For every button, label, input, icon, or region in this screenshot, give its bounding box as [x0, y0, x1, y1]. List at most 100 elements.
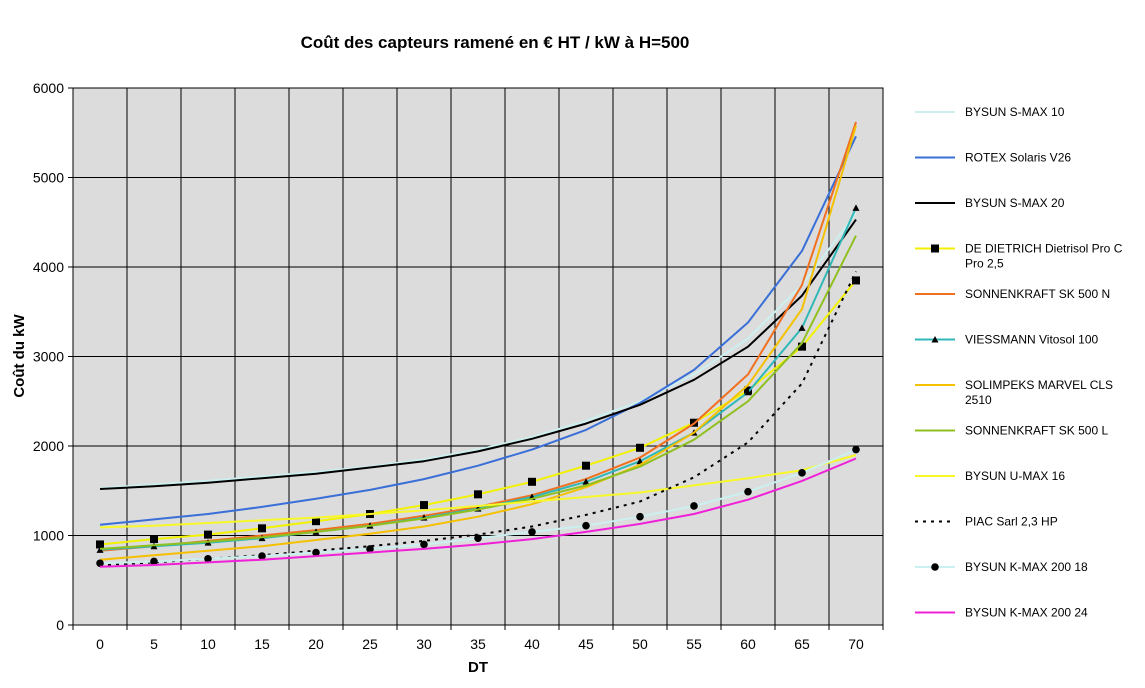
- x-tick-label: 5: [150, 636, 158, 652]
- series-line: [99, 235, 857, 550]
- x-tick-label: 15: [254, 636, 270, 652]
- legend: BYSUN S-MAX 10 ROTEX Solaris V26 BYSUN S-M…: [915, 105, 1123, 620]
- legend-label: BYSUN K-MAX 200 18: [965, 560, 1088, 574]
- series-sonnenkraft-sk-500-l: [99, 235, 857, 550]
- y-tick-label: 0: [56, 617, 64, 633]
- series-bysun-k-max-200-18: [96, 445, 860, 568]
- data-point-square: [204, 530, 212, 539]
- data-point-square: [798, 342, 806, 351]
- legend-label: BYSUN S-MAX 10: [965, 105, 1065, 119]
- series-line: [99, 125, 857, 561]
- data-point-square: [96, 540, 104, 549]
- data-point-triangle: [852, 204, 860, 211]
- y-tick-label: 3000: [33, 349, 64, 365]
- legend-label: 2510: [965, 393, 992, 407]
- x-tick-label: 0: [96, 636, 104, 652]
- data-point-square: [528, 477, 536, 486]
- legend-label: VIESSMANN Vitosol 100: [965, 333, 1098, 347]
- data-point-circle: [931, 563, 939, 571]
- x-tick-label: 10: [200, 636, 216, 652]
- data-point-square: [420, 501, 428, 510]
- legend-item: SONNENKRAFT SK 500 N: [915, 287, 1110, 301]
- data-point-square: [258, 524, 266, 533]
- legend-label: PIAC Sarl 2,3 HP: [965, 515, 1058, 529]
- legend-item: VIESSMANN Vitosol 100: [915, 333, 1098, 347]
- data-point-square: [312, 517, 320, 526]
- x-tick-label: 25: [362, 636, 378, 652]
- legend-item: ROTEX Solaris V26: [915, 151, 1071, 165]
- y-tick-label: 1000: [33, 528, 64, 544]
- legend-item: BYSUN S-MAX 20: [915, 196, 1065, 210]
- data-point-circle: [420, 540, 428, 549]
- series-bysun-u-max-16: [99, 454, 857, 529]
- series-bysun-k-max-200-24: [99, 457, 857, 568]
- series-line: [99, 457, 857, 568]
- data-point-circle: [258, 552, 266, 560]
- data-point-circle: [96, 559, 104, 568]
- data-point-circle: [204, 554, 212, 563]
- x-tick-label: 50: [632, 636, 648, 652]
- data-point-triangle: [798, 324, 806, 331]
- data-point-square: [852, 276, 860, 285]
- data-point-square: [150, 535, 158, 544]
- data-point-circle: [528, 528, 536, 536]
- data-point-triangle: [582, 478, 590, 485]
- series-rotex-solaris-v26: [99, 135, 857, 526]
- data-point-square: [636, 443, 644, 452]
- legend-item: BYSUN K-MAX 200 24: [915, 606, 1088, 620]
- x-tick-label: 35: [470, 636, 486, 652]
- y-tick-label: 5000: [33, 170, 64, 186]
- data-point-square: [931, 244, 939, 253]
- data-point-circle: [474, 534, 482, 542]
- series-layer: [96, 121, 860, 568]
- data-point-circle: [312, 548, 320, 557]
- x-tick-label: 30: [416, 636, 432, 652]
- data-point-circle: [852, 445, 860, 454]
- data-point-circle: [744, 487, 752, 496]
- y-tick-label: 4000: [33, 259, 64, 275]
- data-point-triangle: [96, 546, 104, 553]
- x-tick-label: 60: [740, 636, 756, 652]
- x-tick-label: 45: [578, 636, 594, 652]
- y-tick-label: 6000: [33, 80, 64, 96]
- y-tick-label: 2000: [33, 438, 64, 454]
- data-point-triangle: [931, 336, 939, 343]
- data-point-circle: [690, 502, 698, 510]
- legend-item: BYSUN K-MAX 200 18: [915, 560, 1088, 574]
- data-point-circle: [798, 469, 806, 477]
- legend-label: SONNENKRAFT SK 500 N: [965, 287, 1110, 301]
- x-tick-label: 40: [524, 636, 540, 652]
- x-tick-label: 70: [848, 636, 864, 652]
- data-point-triangle: [636, 457, 644, 465]
- legend-label: BYSUN S-MAX 20: [965, 196, 1065, 210]
- x-tick-label: 20: [308, 636, 324, 652]
- legend-label: Pro 2,5: [965, 257, 1004, 271]
- legend-label: BYSUN K-MAX 200 24: [965, 606, 1088, 620]
- data-point-circle: [636, 512, 644, 521]
- data-point-circle: [150, 557, 158, 566]
- grid-lines: [73, 88, 883, 625]
- series-line: [99, 219, 857, 490]
- legend-label: SONNENKRAFT SK 500 L: [965, 424, 1108, 438]
- legend-item: BYSUN U-MAX 16: [915, 469, 1065, 483]
- legend-label: ROTEX Solaris V26: [965, 151, 1071, 165]
- x-axis-label: DT: [468, 659, 488, 676]
- legend-label: DE DIETRICH Dietrisol Pro C: [965, 242, 1123, 256]
- series-line: [99, 454, 857, 529]
- legend-label: BYSUN U-MAX 16: [965, 469, 1065, 483]
- y-axis: 0 1000 2000 3000 4000 5000 6000: [33, 80, 73, 633]
- x-tick-label: 55: [686, 636, 702, 652]
- series-solimpeks-marvel-cls-2510: [99, 125, 857, 561]
- series-bysun-s-max-10: [99, 212, 857, 490]
- legend-item: SONNENKRAFT SK 500 L: [915, 424, 1108, 438]
- legend-label: SOLIMPEKS MARVEL CLS: [965, 378, 1113, 392]
- series-bysun-s-max-20: [99, 219, 857, 490]
- data-point-triangle: [744, 388, 752, 396]
- data-point-square: [582, 461, 590, 470]
- chart-title: Coût des capteurs ramené en € HT / kW à …: [301, 33, 690, 52]
- series-line: [99, 212, 857, 490]
- series-line: [99, 135, 857, 526]
